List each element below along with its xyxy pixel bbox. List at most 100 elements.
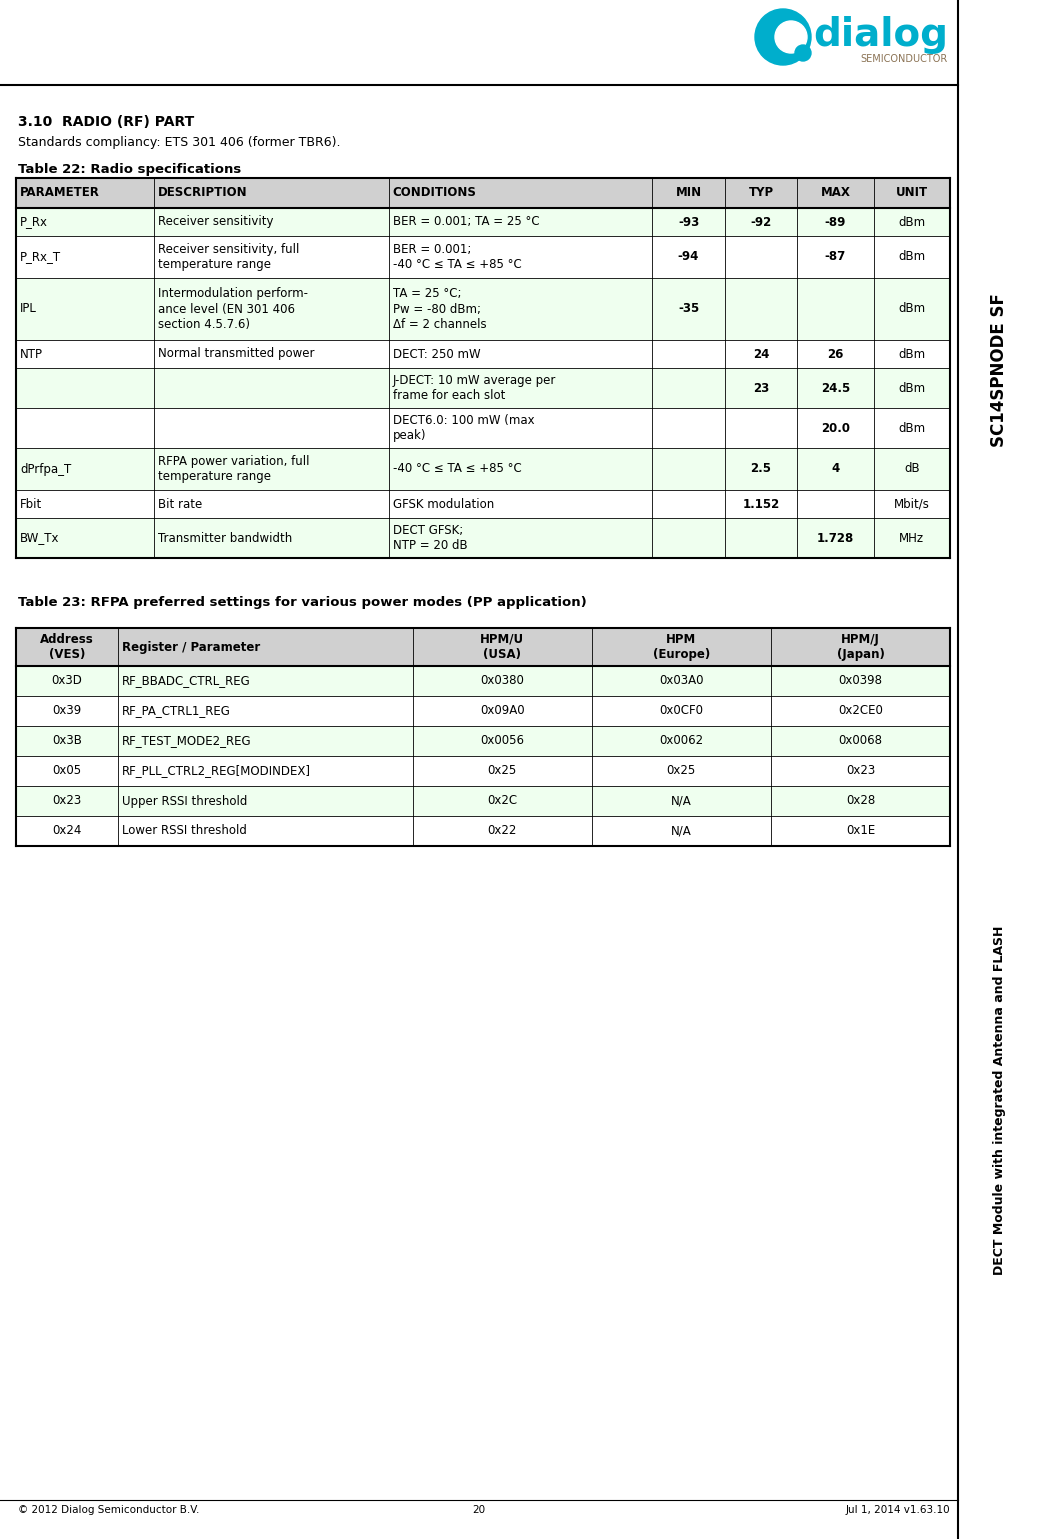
Circle shape — [775, 22, 807, 52]
Text: MAX: MAX — [821, 186, 851, 200]
Text: DECT Module with integrated Antenna and FLASH: DECT Module with integrated Antenna and … — [992, 925, 1006, 1274]
Text: SC14SPNODE SF: SC14SPNODE SF — [990, 292, 1008, 446]
Text: Table 23: RFPA preferred settings for various power modes (PP application): Table 23: RFPA preferred settings for va… — [18, 596, 587, 609]
Text: Receiver sensitivity, full
temperature range: Receiver sensitivity, full temperature r… — [158, 243, 300, 271]
Text: BW_Tx: BW_Tx — [20, 531, 59, 545]
Text: Mbit/s: Mbit/s — [893, 497, 930, 511]
Text: SEMICONDUCTOR: SEMICONDUCTOR — [861, 54, 948, 65]
Text: 0x2CE0: 0x2CE0 — [838, 705, 883, 717]
Text: -94: -94 — [678, 251, 699, 263]
Text: -40 °C ≤ TA ≤ +85 °C: -40 °C ≤ TA ≤ +85 °C — [393, 463, 521, 476]
Text: 3.10  RADIO (RF) PART: 3.10 RADIO (RF) PART — [18, 115, 194, 129]
Bar — [16, 519, 950, 559]
Text: -89: -89 — [825, 215, 847, 228]
Text: N/A: N/A — [671, 825, 692, 837]
Text: Bit rate: Bit rate — [158, 497, 203, 511]
Text: 0x25: 0x25 — [667, 765, 696, 777]
Bar — [16, 368, 950, 408]
Text: 0x05: 0x05 — [53, 765, 82, 777]
Text: BER = 0.001; TA = 25 °C: BER = 0.001; TA = 25 °C — [393, 215, 540, 228]
Text: 1.728: 1.728 — [816, 531, 854, 545]
Text: dPrfpa_T: dPrfpa_T — [20, 463, 72, 476]
Text: 0x2C: 0x2C — [487, 794, 517, 808]
Text: 0x0398: 0x0398 — [838, 674, 882, 688]
Text: 0x28: 0x28 — [846, 794, 875, 808]
Circle shape — [795, 45, 811, 62]
Text: HPM/U
(USA): HPM/U (USA) — [480, 633, 524, 662]
Bar — [16, 786, 950, 816]
Text: dBm: dBm — [899, 382, 926, 394]
Text: 20: 20 — [472, 1505, 486, 1514]
Text: RF_TEST_MODE2_REG: RF_TEST_MODE2_REG — [123, 734, 252, 748]
Text: 0x39: 0x39 — [53, 705, 82, 717]
Text: dialog: dialog — [813, 15, 948, 54]
Text: Register / Parameter: Register / Parameter — [123, 640, 261, 654]
Text: Jul 1, 2014 v1.63.10: Jul 1, 2014 v1.63.10 — [846, 1505, 950, 1514]
Text: 0x23: 0x23 — [846, 765, 875, 777]
Text: 4: 4 — [831, 463, 839, 476]
Circle shape — [755, 9, 811, 65]
Text: 0x24: 0x24 — [52, 825, 82, 837]
Text: Transmitter bandwidth: Transmitter bandwidth — [158, 531, 292, 545]
Text: MHz: MHz — [900, 531, 925, 545]
Text: DECT6.0: 100 mW (max
peak): DECT6.0: 100 mW (max peak) — [393, 414, 535, 442]
Text: 23: 23 — [753, 382, 770, 394]
Text: HPM/J
(Japan): HPM/J (Japan) — [836, 633, 884, 662]
Text: GFSK modulation: GFSK modulation — [393, 497, 494, 511]
Text: 0x3B: 0x3B — [52, 734, 82, 748]
Text: 0x0380: 0x0380 — [480, 674, 524, 688]
Text: 0x1E: 0x1E — [846, 825, 875, 837]
Text: RFPA power variation, full
temperature range: RFPA power variation, full temperature r… — [158, 454, 310, 483]
Text: -92: -92 — [750, 215, 772, 228]
Text: Intermodulation perform-
ance level (EN 301 406
section 4.5.7.6): Intermodulation perform- ance level (EN … — [158, 286, 308, 331]
Text: 24.5: 24.5 — [821, 382, 850, 394]
Text: PARAMETER: PARAMETER — [20, 186, 100, 200]
Bar — [16, 179, 950, 208]
Text: TYP: TYP — [749, 186, 774, 200]
Text: 1.152: 1.152 — [743, 497, 780, 511]
Text: 26: 26 — [827, 348, 843, 360]
Text: 2.5: 2.5 — [751, 463, 772, 476]
Text: J-DECT: 10 mW average per
frame for each slot: J-DECT: 10 mW average per frame for each… — [393, 374, 556, 402]
Text: dB: dB — [904, 463, 919, 476]
Text: dBm: dBm — [899, 251, 926, 263]
Text: UNIT: UNIT — [895, 186, 928, 200]
Text: DECT: 250 mW: DECT: 250 mW — [393, 348, 480, 360]
Text: HPM
(Europe): HPM (Europe) — [653, 633, 710, 662]
Text: P_Rx_T: P_Rx_T — [20, 251, 61, 263]
Text: 0x0056: 0x0056 — [480, 734, 524, 748]
Bar — [16, 666, 950, 696]
Text: 0x0062: 0x0062 — [659, 734, 703, 748]
Text: P_Rx: P_Rx — [20, 215, 48, 228]
Text: 0x3D: 0x3D — [52, 674, 82, 688]
Text: Address
(VES): Address (VES) — [41, 633, 94, 662]
Bar — [958, 0, 1040, 1539]
Text: Fbit: Fbit — [20, 497, 43, 511]
Text: dBm: dBm — [899, 303, 926, 315]
Text: 0x23: 0x23 — [53, 794, 82, 808]
Text: 0x22: 0x22 — [488, 825, 517, 837]
Text: MIN: MIN — [675, 186, 702, 200]
Bar — [16, 208, 950, 235]
Text: 0x25: 0x25 — [488, 765, 517, 777]
Text: 0x0CF0: 0x0CF0 — [659, 705, 703, 717]
Text: dBm: dBm — [899, 422, 926, 434]
Text: dBm: dBm — [899, 215, 926, 228]
Text: 24: 24 — [753, 348, 770, 360]
Text: RF_PLL_CTRL2_REG[MODINDEX]: RF_PLL_CTRL2_REG[MODINDEX] — [123, 765, 311, 777]
Text: RF_PA_CTRL1_REG: RF_PA_CTRL1_REG — [123, 705, 231, 717]
Text: RF_BBADC_CTRL_REG: RF_BBADC_CTRL_REG — [123, 674, 251, 688]
Bar — [16, 448, 950, 489]
Text: 0x03A0: 0x03A0 — [659, 674, 704, 688]
Text: BER = 0.001;
-40 °C ≤ TA ≤ +85 °C: BER = 0.001; -40 °C ≤ TA ≤ +85 °C — [393, 243, 521, 271]
Text: © 2012 Dialog Semiconductor B.V.: © 2012 Dialog Semiconductor B.V. — [18, 1505, 200, 1514]
Text: CONDITIONS: CONDITIONS — [393, 186, 476, 200]
Text: 0x0068: 0x0068 — [838, 734, 882, 748]
Text: Lower RSSI threshold: Lower RSSI threshold — [123, 825, 248, 837]
Text: DESCRIPTION: DESCRIPTION — [158, 186, 248, 200]
Text: 0x09A0: 0x09A0 — [479, 705, 524, 717]
Text: N/A: N/A — [671, 794, 692, 808]
Text: TA = 25 °C;
Pw = -80 dBm;
Δf = 2 channels: TA = 25 °C; Pw = -80 dBm; Δf = 2 channel… — [393, 286, 487, 331]
Text: DECT GFSK;
NTP = 20 dB: DECT GFSK; NTP = 20 dB — [393, 523, 467, 553]
Text: -93: -93 — [678, 215, 699, 228]
